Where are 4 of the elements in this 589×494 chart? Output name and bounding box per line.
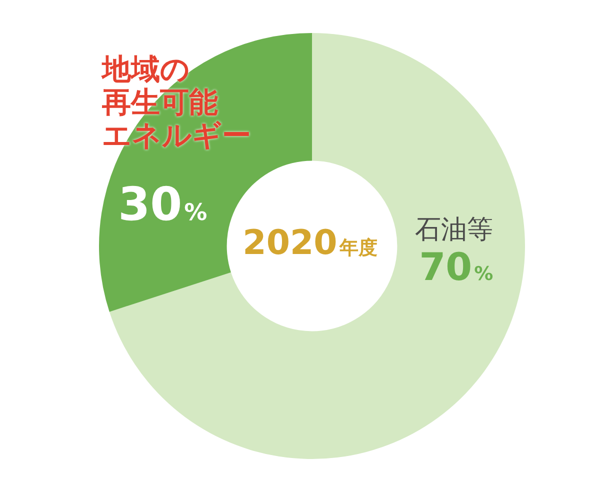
data-label: 70% (419, 244, 494, 289)
text: 2020年度 (242, 223, 378, 264)
data-label: 30% (118, 176, 208, 231)
slice-label: 石油等 (415, 214, 494, 245)
